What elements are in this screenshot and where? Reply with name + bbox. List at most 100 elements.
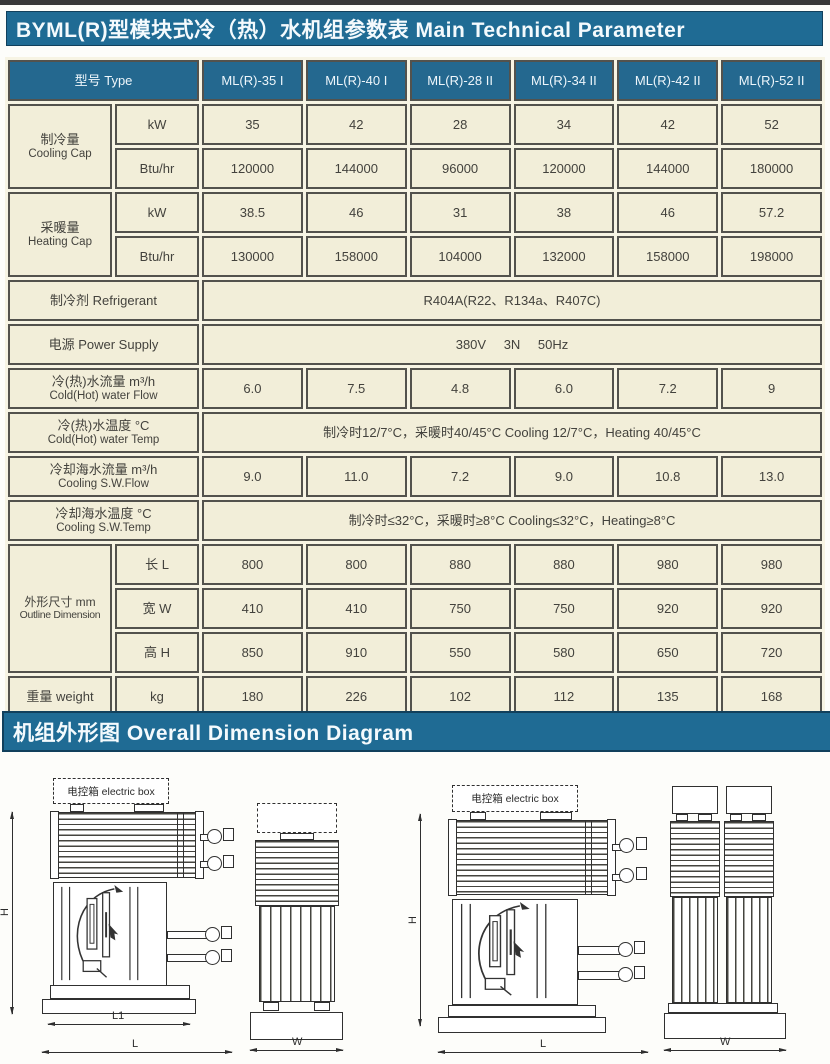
- header-row: 型号 Type ML(R)-35 I ML(R)-40 I ML(R)-28 I…: [8, 60, 822, 101]
- outline-width-row: 宽 W 410 410 750 750 920 920: [8, 588, 822, 629]
- coil-divider: [177, 813, 184, 877]
- pipe-flange: [636, 837, 647, 850]
- outline-length-value: 880: [409, 544, 511, 585]
- base-frame-upper: [448, 1005, 596, 1017]
- cooling-kw-value: 42: [617, 104, 719, 145]
- sw-temp-value: 制冷时≤32°C，采暖时≥8°C Cooling≤32°C，Heating≥8°…: [202, 500, 822, 541]
- outline-width-value: 410: [305, 588, 407, 629]
- outline-height-row: 高 H 850 910 550 580 650 720: [8, 632, 822, 673]
- base-frame: [250, 1012, 343, 1040]
- heating-kw-value: 38.5: [202, 192, 303, 233]
- diagram-title-banner: 机组外形图 Overall Dimension Diagram: [2, 711, 830, 752]
- weight-value: 180: [202, 676, 303, 717]
- dimension-label-W: W: [292, 1036, 303, 1048]
- electric-box-label: 电控箱 electric box: [67, 785, 155, 798]
- scan-edge-strip: [0, 0, 830, 5]
- pipe-port: [205, 927, 220, 942]
- sw-flow-value: 9.0: [202, 456, 303, 497]
- sw-flow-value: 10.8: [617, 456, 719, 497]
- heat-exchanger-coil: [724, 821, 774, 897]
- cooling-kw-value: 52: [721, 104, 822, 145]
- mount-tab: [676, 814, 688, 821]
- diagram-title: 机组外形图 Overall Dimension Diagram: [13, 721, 414, 745]
- pipe-columns: [259, 906, 335, 1002]
- outline-width-value: 750: [513, 588, 615, 629]
- water-temp-value: 制冷时12/7°C，采暖时40/45°C Cooling 12/7°C，Heat…: [202, 412, 822, 453]
- refrigerant-row: 制冷剂 Refrigerant R404A(R22、R134a、R407C): [8, 280, 822, 321]
- outline-width-value: 920: [721, 588, 822, 629]
- front-view-drawing-left: H 电控箱 electric box: [0, 778, 252, 1064]
- model-header: ML(R)-35 I: [202, 60, 303, 101]
- outline-height-value: 550: [409, 632, 511, 673]
- heat-exchanger-coil: [448, 819, 616, 896]
- water-flow-value: 7.2: [617, 368, 719, 409]
- unit-body: [452, 899, 578, 1005]
- heating-kw-value: 57.2: [721, 192, 822, 233]
- electric-box-side: [672, 786, 718, 814]
- cooling-btu-value: 96000: [409, 148, 511, 189]
- foot: [314, 1002, 330, 1011]
- sw-flow-value: 13.0: [721, 456, 822, 497]
- main-title: BYML(R)型模块式冷（热）水机组参数表 Main Technical Par…: [16, 18, 686, 42]
- heat-exchanger-coil: [670, 821, 720, 897]
- pipe-columns: [672, 897, 718, 1003]
- heating-kw-value: 38: [513, 192, 615, 233]
- water-temp-row: 冷(热)水温度 °C Cold(Hot) water Temp 制冷时12/7°…: [8, 412, 822, 453]
- pipe-port: [207, 829, 222, 844]
- pipe-port: [619, 868, 634, 883]
- sw-temp-label: 冷却海水温度 °C Cooling S.W.Temp: [8, 500, 200, 541]
- outline-width-unit: 宽 W: [115, 588, 200, 629]
- cooling-kw-row: 制冷量 Cooling Cap kW 35 42 28 34 42 52: [8, 104, 822, 189]
- heating-kw-unit: kW: [115, 192, 200, 233]
- mount-tab: [698, 814, 712, 821]
- overall-dimension-diagrams: H 电控箱 electric box: [0, 758, 830, 1064]
- dimension-line-L1: [47, 1022, 191, 1026]
- dimension-line-H: [10, 811, 14, 1015]
- pipe-stub: [167, 931, 207, 939]
- mount-tab: [70, 804, 84, 812]
- pipe-flange: [223, 855, 234, 868]
- refrigerant-label: 制冷剂 Refrigerant: [8, 280, 200, 321]
- side-view-drawing-right: W: [663, 778, 794, 1064]
- electric-box-side: [726, 786, 772, 814]
- power-label: 电源 Power Supply: [8, 324, 200, 365]
- pipe-flange: [634, 966, 645, 979]
- model-header: ML(R)-42 II: [617, 60, 719, 101]
- heat-exchanger-coil: [255, 840, 339, 906]
- water-flow-value: 6.0: [513, 368, 615, 409]
- heating-btu-value: 198000: [721, 236, 822, 277]
- water-flow-value: 7.5: [305, 368, 407, 409]
- outline-height-value: 850: [202, 632, 303, 673]
- pipe-flange: [634, 941, 645, 954]
- cooling-btu-value: 144000: [617, 148, 719, 189]
- weight-value: 135: [617, 676, 719, 717]
- outline-height-value: 720: [721, 632, 822, 673]
- heating-btu-unit: Btu/hr: [115, 236, 200, 277]
- outline-length-value: 880: [513, 544, 615, 585]
- model-header: ML(R)-52 II: [721, 60, 822, 101]
- model-header: ML(R)-34 II: [513, 60, 615, 101]
- cooling-btu-row: Btu/hr 120000 144000 96000 120000 144000…: [8, 148, 822, 189]
- pipe-flange: [636, 867, 647, 880]
- outline-width-value: 410: [202, 588, 303, 629]
- water-flow-row: 冷(热)水流量 m³/h Cold(Hot) water Flow 6.0 7.…: [8, 368, 822, 409]
- sw-flow-label: 冷却海水流量 m³/h Cooling S.W.Flow: [8, 456, 200, 497]
- coil-end-cap: [448, 819, 457, 896]
- outline-height-value: 910: [305, 632, 407, 673]
- side-view-drawing-left: W: [249, 778, 350, 1064]
- coil-divider: [585, 821, 592, 894]
- cooling-btu-value: 144000: [305, 148, 407, 189]
- dimension-line-H: [418, 813, 422, 1027]
- type-header-cell: 型号 Type: [8, 60, 200, 101]
- coil-end-cap: [50, 811, 59, 879]
- main-title-banner: BYML(R)型模块式冷（热）水机组参数表 Main Technical Par…: [6, 11, 823, 46]
- heating-kw-value: 46: [305, 192, 407, 233]
- dimension-line-W: [249, 1048, 344, 1052]
- water-flow-value: 4.8: [409, 368, 511, 409]
- pipe-port: [619, 838, 634, 853]
- pipe-flange: [223, 828, 234, 841]
- dimension-line-L: [437, 1050, 649, 1054]
- mount-tab: [540, 812, 572, 820]
- heating-btu-value: 130000: [202, 236, 303, 277]
